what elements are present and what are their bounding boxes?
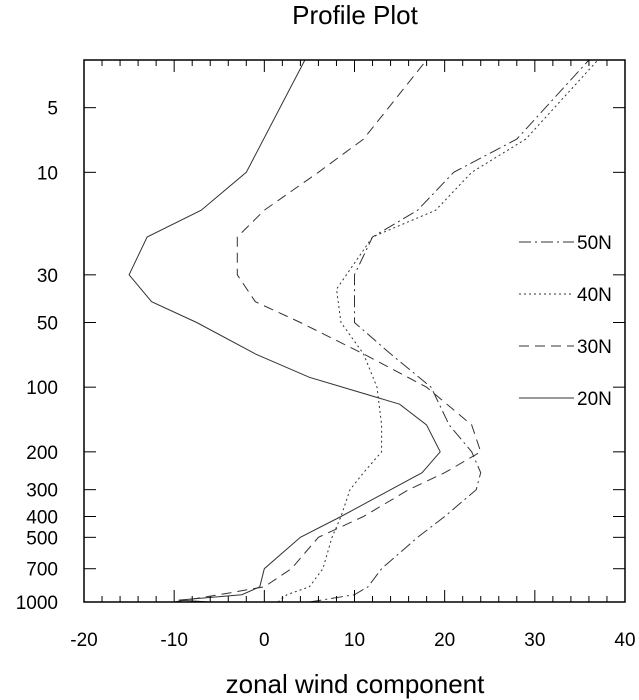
y-tick-label: 10 [37,163,58,184]
chart-title: Profile Plot [292,0,418,30]
legend-label-40n: 40N [577,285,612,306]
series-line-40n [277,59,599,603]
y-tick-label: 700 [26,560,58,581]
series-lines [128,59,599,603]
y-tick-label: 400 [26,508,58,529]
y-tick-label: 1000 [16,593,58,614]
y-tick-label: 200 [26,443,58,464]
y-tick-label: 50 [37,313,58,334]
y-tick-label: 300 [26,481,58,502]
x-tick-label: -10 [160,630,187,651]
x-tick-label: 20 [434,630,455,651]
legend-label-20n: 20N [577,389,612,410]
y-tick-label: 100 [26,378,58,399]
x-tick-label: 40 [614,630,635,651]
legend: 50N 40N 30N 20N [519,233,612,410]
x-tick-label: 10 [344,630,365,651]
series-line-50n [309,59,590,603]
series-line-30n [174,59,482,603]
legend-label-30n: 30N [577,337,612,358]
y-tick-label: 500 [26,528,58,549]
series-line-20n [128,59,441,603]
x-axis-label: zonal wind component [226,669,485,699]
y-tick-label: 5 [47,99,58,120]
x-tick-label: 30 [524,630,545,651]
x-tick-label: 0 [259,630,270,651]
x-axis: -20 -10 0 10 20 30 40 [70,60,636,651]
y-tick-label: 30 [37,266,58,287]
x-tick-label: -20 [70,630,97,651]
plot-frame [83,59,626,603]
legend-label-50n: 50N [577,233,612,254]
